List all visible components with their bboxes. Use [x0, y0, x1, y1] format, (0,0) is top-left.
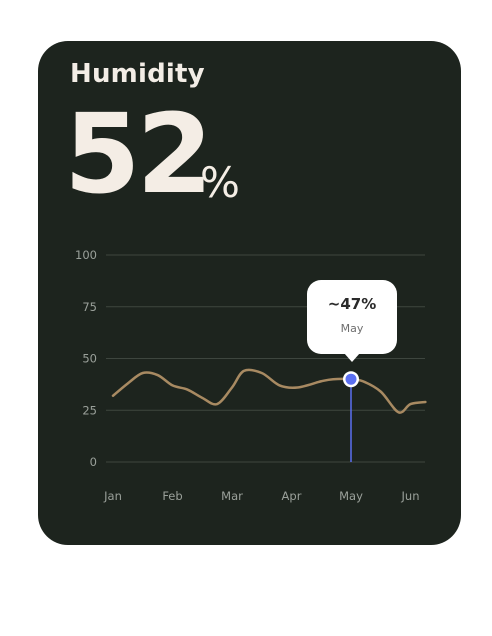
- x-tick-label: Feb: [162, 489, 182, 503]
- humidity-card: Humidity 52 % 100 75 50 25 0 Jan Feb Mar Apr May J…: [38, 41, 461, 545]
- humidity-series-line: [111, 368, 427, 414]
- x-tick-label: Mar: [221, 489, 243, 503]
- highlight-point: [345, 373, 357, 385]
- y-tick-label: 100: [75, 248, 97, 262]
- x-tick-label: Jan: [103, 489, 122, 503]
- y-tick-label: 50: [82, 352, 97, 366]
- humidity-unit: %: [200, 158, 240, 207]
- x-tick-label: May: [339, 489, 363, 503]
- y-tick-label: 25: [82, 403, 97, 417]
- humidity-value: 52: [64, 90, 213, 218]
- y-tick-label: 0: [90, 455, 97, 469]
- chart-tooltip: ~47% May: [307, 280, 397, 362]
- tooltip-value: ~47%: [327, 295, 377, 313]
- humidity-line-chart: 100 75 50 25 0 Jan Feb Mar Apr May Jun: [75, 248, 427, 503]
- x-tick-label: Apr: [282, 489, 302, 503]
- y-tick-label: 75: [82, 300, 97, 314]
- card-title: Humidity: [70, 59, 205, 89]
- x-tick-label: Jun: [401, 489, 420, 503]
- tooltip-label: May: [340, 322, 364, 335]
